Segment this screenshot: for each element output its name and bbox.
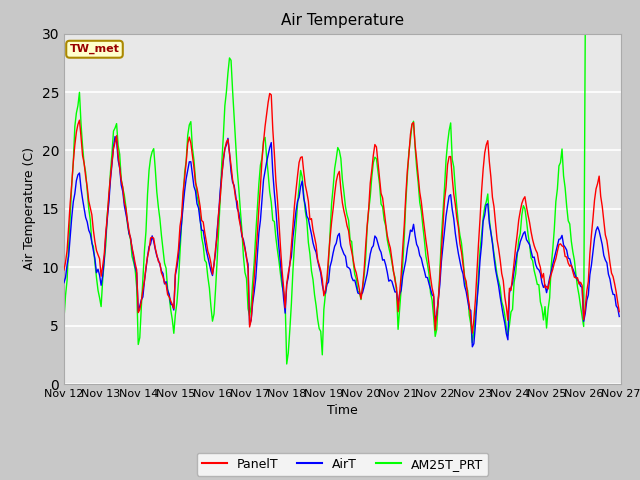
AM25T_PRT [616,31,623,36]
Text: TW_met: TW_met [70,44,120,54]
Line: PanelT: PanelT [64,94,620,333]
Line: AM25T_PRT: AM25T_PRT [64,34,620,364]
PanelT [305,198,312,204]
PanelT [588,232,595,238]
AirT [305,216,312,222]
Line: AirT: AirT [64,137,620,347]
AM25T_PRT [244,306,252,312]
Legend: PanelT, AirT, AM25T_PRT: PanelT, AirT, AM25T_PRT [196,453,488,476]
PanelT [128,245,136,251]
PanelT [60,267,68,273]
AM25T_PRT [60,315,68,321]
AirT [227,169,235,175]
PanelT [226,150,234,156]
AM25T_PRT [581,31,589,36]
PanelT [244,266,252,272]
PanelT [253,231,261,237]
AirT [468,344,476,350]
AM25T_PRT [283,361,291,367]
AirT [255,230,263,236]
AM25T_PRT [305,240,312,245]
PanelT [468,330,476,336]
AirT [246,322,253,328]
AirT [588,262,595,268]
AM25T_PRT [226,55,234,61]
AirT [60,280,68,286]
PanelT [616,309,623,314]
Y-axis label: Air Temperature (C): Air Temperature (C) [23,147,36,270]
AM25T_PRT [128,253,136,259]
AM25T_PRT [588,31,595,36]
AirT [111,134,119,140]
AirT [616,313,623,319]
AM25T_PRT [253,205,261,211]
Title: Air Temperature: Air Temperature [281,13,404,28]
X-axis label: Time: Time [327,405,358,418]
AirT [130,255,138,261]
PanelT [266,91,273,96]
